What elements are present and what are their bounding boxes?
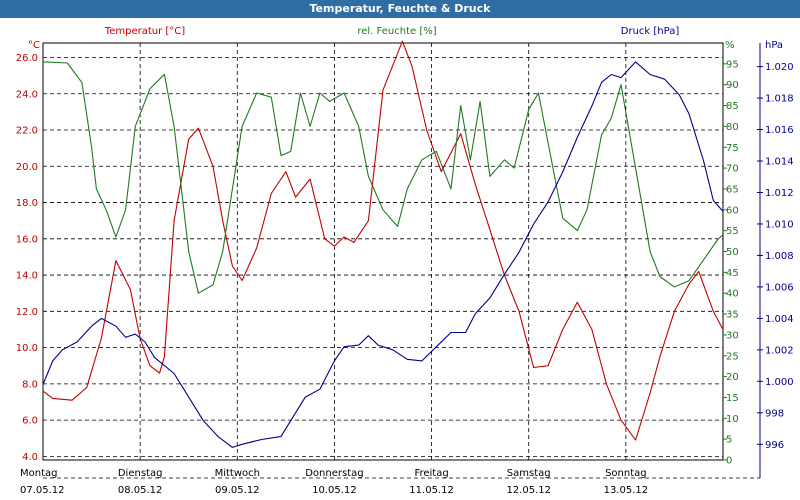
temp-tick-label: 24.0 [16, 89, 38, 100]
window-title: Temperatur, Feuchte & Druck [309, 2, 491, 15]
x-tick-day: Freitag [414, 468, 448, 479]
x-tick-date: 13.05.12 [604, 485, 649, 496]
press-tick-label: 998 [765, 408, 784, 419]
hum-tick-label: 95 [726, 59, 739, 70]
hum-tick-label: 90 [726, 80, 739, 91]
x-tick-date: 10.05.12 [312, 485, 357, 496]
x-tick-day: Samstag [507, 468, 551, 479]
press-tick-label: 1.006 [765, 282, 794, 293]
press-tick-label: 1.016 [765, 125, 794, 136]
hum-tick-label: 25 [726, 351, 739, 362]
press-tick-label: 1.004 [765, 314, 794, 325]
temp-tick-label: 18.0 [16, 198, 38, 209]
series-group [42, 40, 724, 448]
temp-tick-label: 8.0 [22, 379, 38, 390]
hum-tick-label: 10 [726, 414, 739, 425]
hum-tick-label: 50 [726, 247, 739, 258]
plot-area [42, 42, 724, 461]
temp-tick-label: 16.0 [16, 234, 38, 245]
temp-tick-label: 20.0 [16, 162, 38, 173]
temp-tick-label: 4.0 [22, 452, 38, 463]
press-unit-label: hPa [765, 40, 783, 51]
press-tick-label: 1.020 [765, 62, 794, 73]
window-title-bar: Temperatur, Feuchte & Druck [0, 0, 800, 18]
press-tick-label: 1.002 [765, 345, 794, 356]
hum-tick-label: 75 [726, 143, 739, 154]
hum-tick-label: 60 [726, 205, 739, 216]
hum-tick-label: 80 [726, 122, 739, 133]
x-tick-day: Mittwoch [215, 468, 260, 479]
hum-tick-label: 65 [726, 184, 739, 195]
humidity-axis: 0 5 10 15 20 25 30 35 40 45 50 55 60 65 70 75 80 85 90 95 [723, 59, 739, 467]
hum-tick-label: 45 [726, 268, 739, 279]
x-tick-date: 12.05.12 [506, 485, 551, 496]
temp-axis-label: Temperatur [°C] [104, 26, 185, 37]
x-axis: Montag 07.05.12 Dienstag 08.05.12 Mittwoch 09… [20, 468, 760, 496]
temp-tick-label: 22.0 [16, 126, 38, 137]
x-tick-date: 09.05.12 [215, 485, 260, 496]
hum-tick-label: 5 [726, 435, 732, 446]
x-tick-day: Montag [20, 468, 57, 479]
press-tick-label: 1.012 [765, 188, 794, 199]
press-tick-label: 1.014 [765, 157, 794, 168]
temp-tick-label: 12.0 [16, 307, 38, 318]
temp-tick-label: 10.0 [16, 343, 38, 354]
temp-axis: 4.0 6.0 8.0 10.0 12.0 14.0 16.0 18.0 20.0 22.0 24.… [16, 53, 38, 463]
series-line-temp [42, 40, 724, 441]
chart-canvas: 4.0 6.0 8.0 10.0 12.0 14.0 16.0 18.0 20.0 22.0 24.… [16, 26, 794, 496]
hum-tick-label: 85 [726, 101, 739, 112]
hum-tick-label: 35 [726, 310, 739, 321]
pressure-axis: 996 998 1.000 1.002 1.004 1.006 1.008 1.010 1.01… [757, 43, 794, 478]
temp-unit-label: °C [28, 40, 40, 51]
x-tick-day: Sonntag [605, 468, 647, 479]
hum-unit-label: % [725, 40, 735, 51]
press-axis-label: Druck [hPa] [621, 26, 680, 37]
temp-tick-label: 26.0 [16, 53, 38, 64]
x-tick-day: Donnerstag [305, 468, 363, 479]
hum-axis-label: rel. Feuchte [%] [357, 26, 436, 37]
series-line-press [42, 61, 724, 448]
x-tick-date: 07.05.12 [20, 485, 65, 496]
press-tick-label: 1.018 [765, 94, 794, 105]
temp-tick-label: 6.0 [22, 416, 38, 427]
hum-tick-label: 70 [726, 164, 739, 175]
hum-tick-label: 30 [726, 330, 739, 341]
press-tick-label: 1.000 [765, 377, 794, 388]
hum-tick-label: 55 [726, 226, 739, 237]
temp-tick-label: 14.0 [16, 271, 38, 282]
hum-tick-label: 40 [726, 289, 739, 300]
series-line-hum [42, 61, 724, 294]
x-tick-day: Dienstag [118, 468, 163, 479]
hum-tick-label: 20 [726, 372, 739, 383]
x-tick-date: 08.05.12 [118, 485, 163, 496]
grid-lines [43, 43, 723, 460]
x-tick-date: 11.05.12 [409, 485, 454, 496]
press-tick-label: 996 [765, 440, 784, 451]
hum-tick-label: 15 [726, 393, 739, 404]
press-tick-label: 1.008 [765, 251, 794, 262]
press-tick-label: 1.010 [765, 219, 794, 230]
hum-tick-label: 0 [726, 456, 732, 467]
